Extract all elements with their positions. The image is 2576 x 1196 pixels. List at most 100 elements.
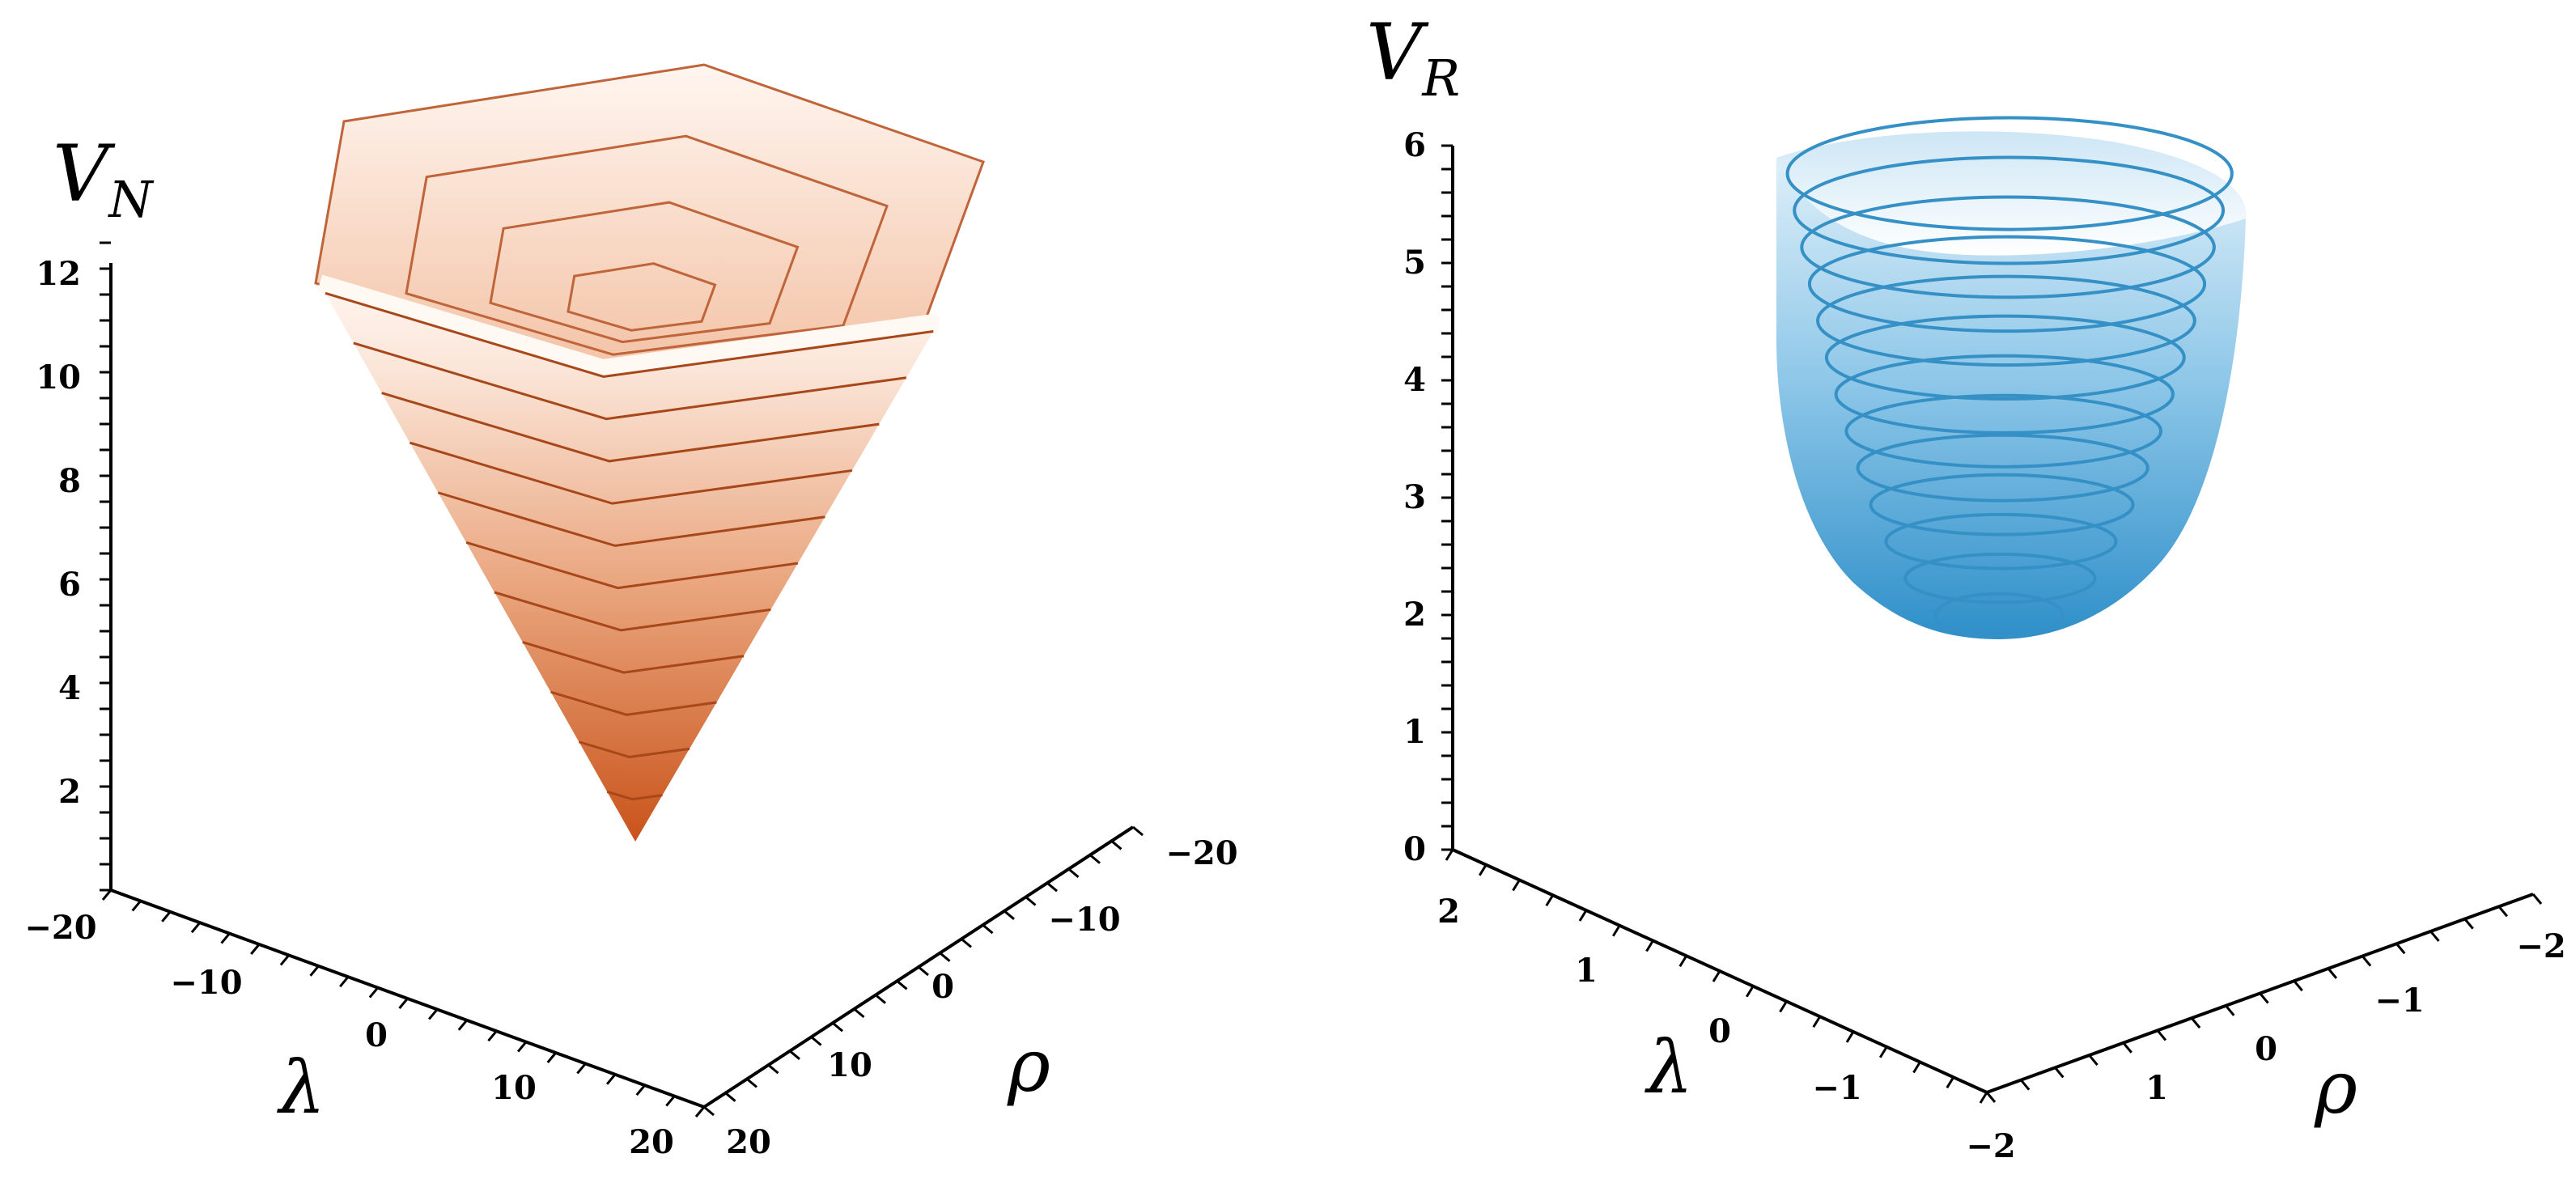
contour-line [606,790,663,801]
lambda-tick-label: −20 [24,909,96,947]
rho-tick-label: 20 [726,1123,771,1161]
rho-tick-mark [2293,980,2303,992]
rho-tick-mark [2156,1029,2167,1041]
rho-axis-title: ρ [2314,1045,2357,1130]
contour-line [409,441,853,505]
z-axis-title: VN [53,129,155,229]
contour-line [522,641,745,674]
chart-vr: 0 1 2 3 4 5 6 2 1 0 −1 −2 1 0 −1 −2 VR λ… [1366,7,2566,1165]
lambda-tick-mark [1578,910,1588,922]
lambda-tick-mark [1445,849,1454,861]
lambda-tick-label: 10 [491,1069,537,1107]
lambda-tick-mark [190,922,202,934]
rho-tick-label: −20 [1165,834,1237,872]
contour-ring [567,262,717,332]
lambda-tick-label: 1 [1575,952,1598,990]
contour-ring [1856,433,2149,503]
rho-tick-mark [1110,840,1122,850]
z-tick-label: 2 [1403,596,1426,634]
lambda-tick-mark [368,986,380,999]
lambda-tick-mark [161,910,172,922]
contour-ring [489,201,800,344]
rho-tick-mark [2122,1041,2133,1054]
z-tick-labels: 2 4 6 8 10 12 [36,255,81,811]
rho-tick-mark [961,938,972,948]
contour-ring [1844,393,2163,469]
lambda-tick-labels: −20 −10 0 10 20 [24,909,673,1161]
z-tick-label: 3 [1403,478,1426,516]
rho-tick-mark [939,952,951,962]
lambda-tick-mark [309,965,320,977]
z-tick-label: 6 [58,566,81,604]
lambda-tick-mark [1946,1076,1955,1089]
rho-tick-mark [2497,905,2508,918]
rho-tick-label: 0 [932,968,954,1006]
rho-tick-mark [810,1036,822,1046]
z-tick-label: 5 [1403,244,1426,282]
lambda-tick-mark [605,1073,617,1085]
contour-line [494,591,771,632]
contour-ring [1793,155,2226,265]
rho-tick-mark [918,965,929,977]
lambda-tick-mark [279,954,291,966]
z-tick-label: 0 [1403,830,1426,868]
lambda-tick-mark [1645,939,1654,952]
lambda-tick-mark [635,1084,646,1096]
lambda-tick-mark [1512,879,1521,892]
surface-back-wall [316,65,983,368]
rho-tick-mark [853,1007,865,1019]
contour-line [578,740,690,759]
contour-ring [1824,314,2186,401]
lambda-tick-mark [516,1041,528,1053]
rho-tick-mark [746,1078,758,1088]
rho-axis-title: ρ [1007,1024,1050,1109]
rho-tick-label: −1 [2374,982,2424,1020]
lambda-axis-title: λ [277,1045,325,1130]
contour-ring [1807,235,2207,333]
rho-tick-mark [2464,918,2474,930]
rho-tick-mark [2054,1067,2065,1079]
contour-ring [1800,195,2216,299]
z-axis-title: VR [1366,7,1460,108]
rho-tick-mark [2088,1054,2099,1067]
rho-tick-label: 1 [2145,1069,2168,1107]
rho-tick-mark [724,1092,736,1102]
lambda-axis-title: λ [1644,1025,1693,1110]
lambda-tick-mark [546,1052,557,1063]
lambda-tick-mark [1912,1061,1921,1074]
rho-tick-label: −2 [2516,927,2565,965]
lambda-tick-label: −2 [1966,1127,2015,1165]
lambda-tick-labels: 2 1 0 −1 −2 [1437,893,2016,1165]
rho-tick-mark [767,1063,779,1075]
rho-tick-mark [1004,910,1015,920]
rho-tick-mark [896,980,908,990]
lambda-tick-mark [1845,1031,1855,1043]
tick-marks [1441,144,2543,1104]
contour-ring [1933,592,2065,638]
z-tick-label: 6 [1403,126,1426,164]
lambda-tick-mark [1611,924,1621,937]
contour-ring [405,134,889,356]
lambda-tick-label: 20 [629,1123,674,1161]
lambda-tick-mark [131,900,142,912]
rho-tick-mark [2430,930,2440,942]
lambda-tick-mark [398,998,409,1009]
rho-tick-mark [875,994,886,1004]
z-tick-label: 8 [58,462,81,500]
lambda-tick-label: 0 [365,1016,388,1054]
lambda-tick-mark [1812,1016,1822,1028]
rho-tick-mark [703,1105,715,1117]
lambda-tick-label: −1 [1812,1069,1861,1107]
rho-tick-label: 0 [2255,1030,2277,1068]
contour-line [465,541,799,590]
rho-tick-mark [1985,1092,1997,1103]
lambda-tick-mark [576,1062,587,1075]
rho-tick-mark [2259,992,2269,1004]
z-tick-label: 10 [36,358,81,397]
rho-tick-mark [2190,1017,2201,1029]
contour-lines [1785,116,2234,638]
z-tick-label: 4 [58,669,81,707]
z-tick-labels: 0 1 2 3 4 5 6 [1403,126,1426,868]
tick-marks [100,241,1144,1118]
